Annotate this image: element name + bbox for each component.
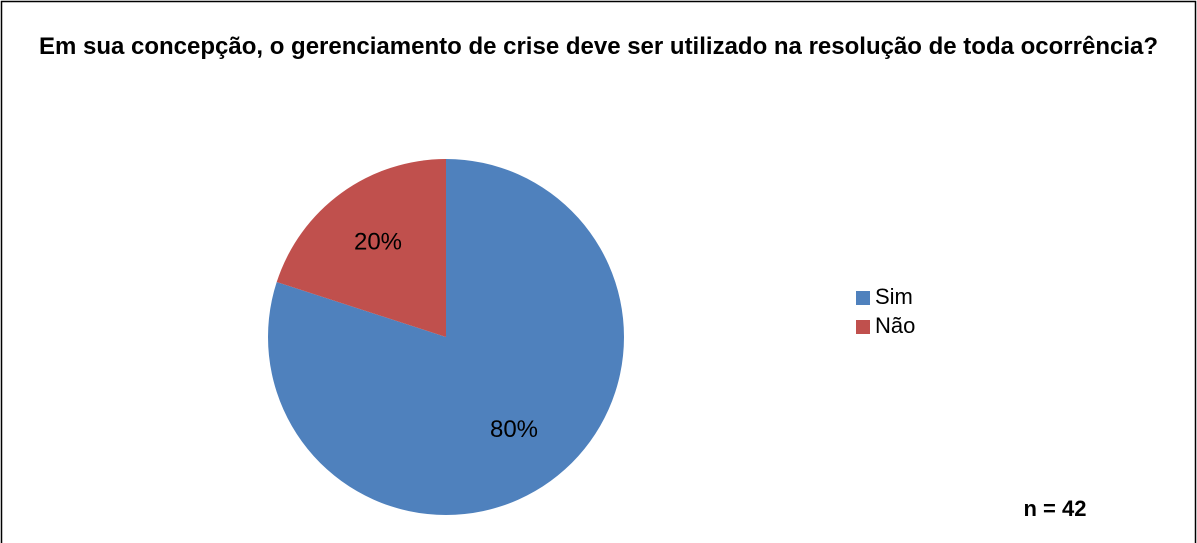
data-label: 20%: [354, 229, 402, 256]
legend-label: Sim: [875, 284, 913, 309]
chart-title: Em sua concepção, o gerenciamento de cri…: [38, 33, 1159, 60]
annotation: n = 42: [1024, 496, 1087, 521]
legend-swatch: [856, 291, 870, 305]
pie-slice: [276, 159, 446, 337]
legend-label: Não: [875, 313, 915, 338]
legend-swatch: [856, 320, 870, 334]
data-label: 80%: [490, 416, 538, 443]
